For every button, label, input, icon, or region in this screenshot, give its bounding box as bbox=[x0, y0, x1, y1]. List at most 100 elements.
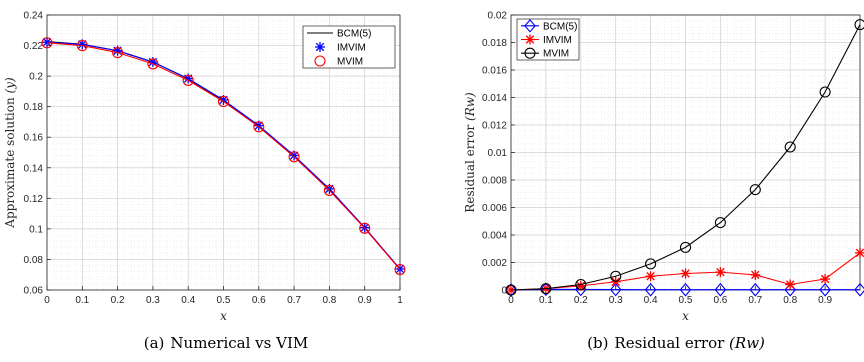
data-point bbox=[112, 47, 124, 59]
chart-numerical-vs-vim: 0 0.1 0.2 0.3 0.4 0.5 0.6 0.7 0.8 0.9 1 0.06 0.08 0.1… bbox=[3, 11, 406, 323]
x-tick-label: 0.4 bbox=[644, 295, 658, 306]
data-point bbox=[644, 282, 657, 297]
y-tick-label: 0 bbox=[501, 286, 507, 297]
x-tick-label: 0.4 bbox=[181, 295, 195, 306]
y-tick-label: 0.008 bbox=[482, 176, 507, 187]
y-tick-label: 0.014 bbox=[482, 93, 507, 104]
x-tick-label: 0.3 bbox=[609, 295, 623, 306]
y-tick-label: 0.01 bbox=[488, 148, 508, 159]
series-mvim bbox=[505, 19, 864, 296]
series-line bbox=[510, 288, 860, 291]
x-tick-label: 0.2 bbox=[111, 295, 125, 306]
y-tick-label: 0.06 bbox=[24, 286, 44, 297]
data-point bbox=[253, 121, 265, 133]
y-tick-label: 0.018 bbox=[482, 38, 507, 49]
legend-marker-d2 bbox=[525, 35, 535, 44]
x-tick-label: 0.8 bbox=[322, 295, 336, 306]
legend-marker bbox=[315, 42, 325, 52]
y-tick-label: 0.12 bbox=[24, 194, 44, 205]
data-point-d2 bbox=[751, 270, 760, 280]
y-tick-label: 0.016 bbox=[482, 66, 507, 77]
data-point-d2 bbox=[855, 248, 864, 258]
data-point bbox=[42, 37, 52, 48]
data-point bbox=[679, 282, 692, 297]
legend-label: BCM(5) bbox=[543, 21, 577, 32]
series-bcm-5- bbox=[505, 282, 864, 297]
y-tick-label: 0.08 bbox=[24, 255, 44, 266]
series-line bbox=[46, 42, 401, 270]
x-tick-label: 0.7 bbox=[748, 295, 762, 306]
data-point-d2 bbox=[820, 274, 830, 284]
data-point bbox=[680, 268, 691, 279]
x-axis-label: x bbox=[220, 309, 227, 323]
data-point bbox=[749, 184, 761, 196]
data-point bbox=[819, 86, 831, 98]
x-tick-label: 0.5 bbox=[217, 295, 231, 306]
data-point bbox=[855, 247, 864, 258]
data-point bbox=[575, 278, 587, 291]
legend-label: IMVIM bbox=[337, 43, 366, 54]
x-tick-label: 0 bbox=[44, 295, 50, 306]
data-point bbox=[323, 184, 335, 196]
chart-residual-error: 0 0.1 0.2 0.3 0.4 0.5 0.6 0.7 0.8 0.9 0 0.002 0.004 0… bbox=[463, 11, 864, 323]
legend-label: BCM(5) bbox=[337, 29, 371, 40]
data-point bbox=[854, 282, 864, 297]
x-tick-label: 0.9 bbox=[818, 295, 832, 306]
series-mvim bbox=[41, 37, 406, 276]
x-tick-label: 0.6 bbox=[713, 295, 727, 306]
data-point bbox=[714, 282, 727, 297]
x-tick-label: 0.1 bbox=[75, 295, 89, 306]
data-point bbox=[609, 282, 622, 297]
data-point bbox=[505, 284, 517, 296]
data-point bbox=[359, 222, 371, 234]
y-tick-label: 0.02 bbox=[488, 11, 508, 22]
y-axis-label-var: (y) bbox=[3, 77, 17, 93]
x-tick-label: 1 bbox=[397, 295, 403, 306]
y-tick-label: 0.004 bbox=[482, 231, 507, 242]
x-tick-label: 0.8 bbox=[783, 295, 797, 306]
legend: BCM(5) IMVIM MVIM bbox=[516, 18, 580, 61]
data-point bbox=[645, 258, 657, 270]
x-axis-label: x bbox=[682, 309, 689, 323]
y-tick-label: 0.14 bbox=[24, 163, 44, 174]
data-point bbox=[819, 282, 831, 297]
x-tick-label: 0.2 bbox=[574, 295, 588, 306]
x-tick-label: 0.6 bbox=[252, 295, 266, 306]
legend-marker bbox=[524, 18, 536, 33]
legend-label: IMVIM bbox=[543, 35, 572, 46]
y-tick-label: 0.006 bbox=[482, 203, 507, 214]
data-point-d2 bbox=[42, 37, 52, 47]
y-tick-label: 0.18 bbox=[24, 102, 44, 113]
legend-marker bbox=[525, 34, 535, 45]
data-point bbox=[182, 74, 194, 86]
data-point bbox=[820, 274, 831, 284]
x-tick-label: 0.1 bbox=[539, 295, 553, 306]
data-point bbox=[714, 217, 726, 229]
data-point bbox=[750, 269, 761, 280]
y-tick-label: 0.1 bbox=[29, 224, 43, 235]
data-point bbox=[645, 271, 656, 282]
legend: BCM(5) IMVIM MVIM bbox=[302, 25, 396, 69]
y-tick-label: 0.012 bbox=[482, 121, 507, 132]
data-point bbox=[715, 267, 726, 278]
x-tick-label: 0.9 bbox=[358, 295, 372, 306]
data-point bbox=[784, 141, 796, 153]
data-point bbox=[540, 283, 552, 295]
data-point bbox=[749, 282, 762, 297]
data-point bbox=[394, 263, 406, 276]
y-tick-label: 0.2 bbox=[29, 72, 43, 83]
y-axis-label: Approximate solution (y) bbox=[3, 77, 17, 229]
y-tick-label: 0.16 bbox=[24, 133, 44, 144]
data-point bbox=[679, 241, 692, 253]
x-tick-label: 0.5 bbox=[679, 295, 693, 306]
data-point bbox=[288, 151, 300, 163]
y-tick-label: 0.22 bbox=[24, 41, 44, 52]
data-point bbox=[41, 37, 53, 49]
legend-marker bbox=[314, 55, 326, 67]
x-tick-label: 0 bbox=[508, 295, 514, 306]
y-axis-label: Residual error (Rw) bbox=[463, 92, 477, 213]
data-point-d2 bbox=[646, 272, 655, 281]
data-point bbox=[785, 279, 796, 290]
legend-marker-d2 bbox=[315, 42, 325, 52]
